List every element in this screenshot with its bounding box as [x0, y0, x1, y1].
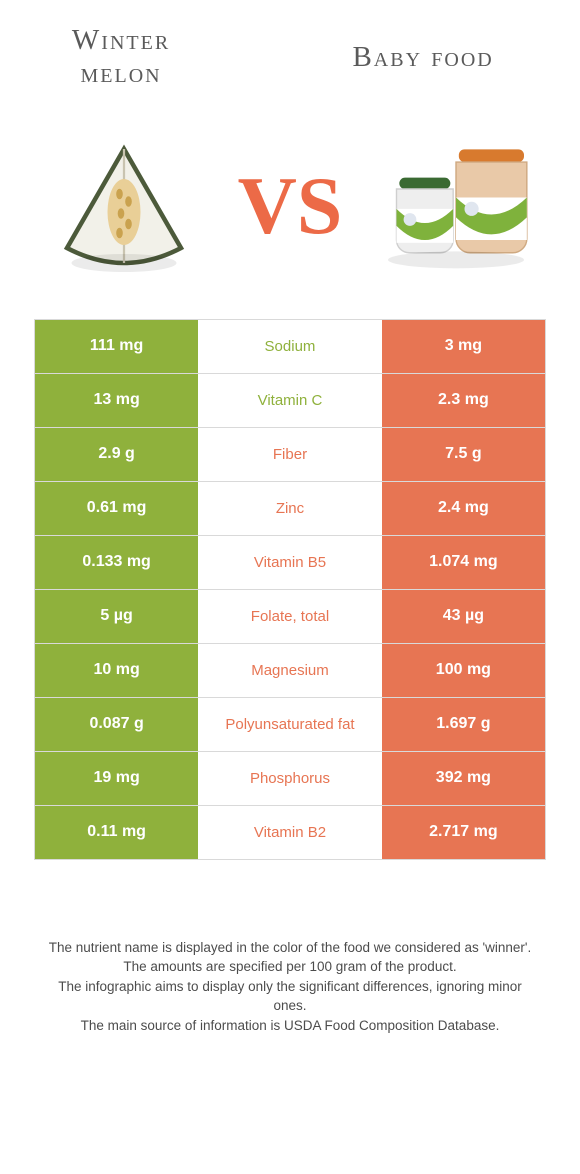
left-amount: 5 µg: [35, 590, 198, 643]
nutrient-row: 0.11 mgVitamin B22.717 mg: [35, 806, 545, 860]
footer-line-1: The nutrient name is displayed in the co…: [40, 938, 540, 958]
nutrient-name: Vitamin C: [198, 374, 382, 427]
page: Winter melon Baby food VS: [0, 0, 580, 1036]
nutrient-table: 111 mgSodium3 mg13 mgVitamin C2.3 mg2.9 …: [34, 319, 546, 860]
nutrient-row: 5 µgFolate, total43 µg: [35, 590, 545, 644]
left-amount: 13 mg: [35, 374, 198, 427]
left-food-title: Winter melon: [34, 24, 208, 91]
nutrient-name: Folate, total: [198, 590, 382, 643]
nutrient-name: Polyunsaturated fat: [198, 698, 382, 751]
right-amount: 43 µg: [382, 590, 545, 643]
left-amount: 111 mg: [35, 320, 198, 373]
baby-food-jars-icon: [371, 131, 541, 281]
right-food-title: Baby food: [300, 24, 546, 91]
right-amount: 2.717 mg: [382, 806, 545, 859]
left-food-image: [34, 131, 213, 281]
nutrient-row: 111 mgSodium3 mg: [35, 320, 545, 374]
left-amount: 0.11 mg: [35, 806, 198, 859]
titles-row: Winter melon Baby food: [34, 24, 546, 91]
right-amount: 1.697 g: [382, 698, 545, 751]
left-amount: 0.61 mg: [35, 482, 198, 535]
right-food-image: [367, 131, 546, 281]
nutrient-name: Vitamin B2: [198, 806, 382, 859]
right-amount: 100 mg: [382, 644, 545, 697]
nutrient-name: Phosphorus: [198, 752, 382, 805]
title-spacer: [208, 24, 300, 91]
nutrient-row: 13 mgVitamin C2.3 mg: [35, 374, 545, 428]
footer-notes: The nutrient name is displayed in the co…: [34, 938, 546, 1036]
nutrient-name: Magnesium: [198, 644, 382, 697]
nutrient-row: 0.61 mgZinc2.4 mg: [35, 482, 545, 536]
nutrient-name: Fiber: [198, 428, 382, 481]
nutrient-row: 0.087 gPolyunsaturated fat1.697 g: [35, 698, 545, 752]
left-amount: 2.9 g: [35, 428, 198, 481]
right-amount: 2.3 mg: [382, 374, 545, 427]
right-amount: 2.4 mg: [382, 482, 545, 535]
nutrient-name: Vitamin B5: [198, 536, 382, 589]
nutrient-row: 2.9 gFiber7.5 g: [35, 428, 545, 482]
left-amount: 19 mg: [35, 752, 198, 805]
left-amount: 10 mg: [35, 644, 198, 697]
right-amount: 7.5 g: [382, 428, 545, 481]
nutrient-row: 0.133 mgVitamin B51.074 mg: [35, 536, 545, 590]
right-amount: 392 mg: [382, 752, 545, 805]
vs-holder: VS: [218, 165, 361, 247]
footer-line-3: The infographic aims to display only the…: [40, 977, 540, 1016]
image-row: VS: [34, 111, 546, 301]
left-amount: 0.087 g: [35, 698, 198, 751]
nutrient-row: 19 mgPhosphorus392 mg: [35, 752, 545, 806]
vs-label: VS: [238, 165, 343, 247]
nutrient-row: 10 mgMagnesium100 mg: [35, 644, 545, 698]
right-amount: 3 mg: [382, 320, 545, 373]
footer-line-4: The main source of information is USDA F…: [40, 1016, 540, 1036]
left-amount: 0.133 mg: [35, 536, 198, 589]
footer-line-2: The amounts are specified per 100 gram o…: [40, 957, 540, 977]
nutrient-name: Sodium: [198, 320, 382, 373]
right-amount: 1.074 mg: [382, 536, 545, 589]
winter-melon-icon: [49, 131, 199, 281]
nutrient-name: Zinc: [198, 482, 382, 535]
